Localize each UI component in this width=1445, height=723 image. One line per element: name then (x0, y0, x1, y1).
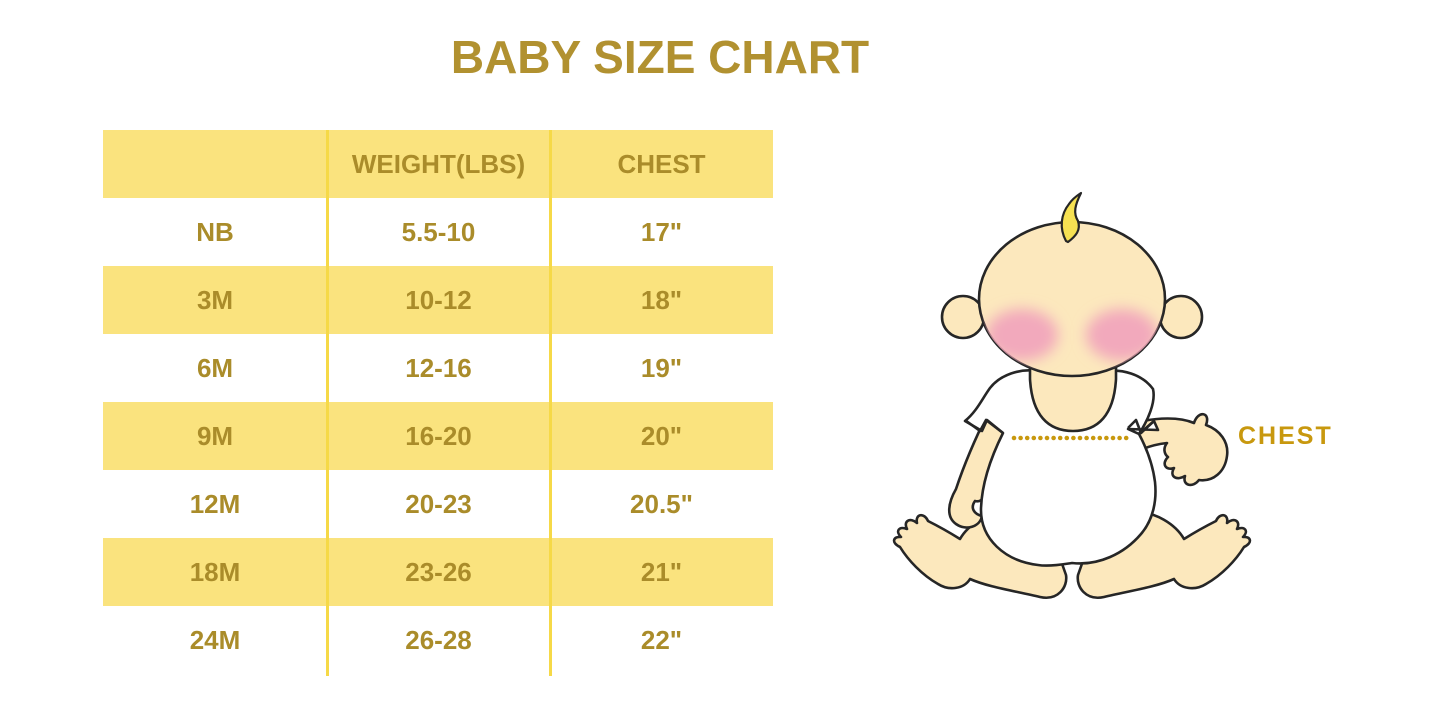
page-title: BABY SIZE CHART (450, 31, 870, 83)
ear-right-icon (1158, 294, 1204, 340)
table-row: 9M 16-20 20" (103, 402, 773, 470)
cheek-right-icon (1086, 309, 1158, 361)
cell-size: 6M (196, 352, 234, 383)
column-divider (326, 130, 329, 676)
cell-size: 24M (189, 624, 241, 655)
cell-chest: 20" (640, 420, 683, 451)
table-row: 24M 26-28 22" (103, 606, 773, 674)
cell-chest: 22" (640, 624, 683, 655)
cell-size: 12M (189, 488, 241, 519)
cell-size: 9M (196, 420, 234, 451)
cell-weight: 5.5-10 (401, 216, 476, 247)
cell-chest: 20.5" (630, 488, 693, 519)
table-header-row: WEIGHT(LBS) CHEST (103, 130, 773, 198)
cell-weight: 20-23 (405, 488, 472, 519)
arm-right-icon (1132, 412, 1229, 487)
table-row: 12M 20-23 20.5" (103, 470, 773, 538)
cell-size: NB (196, 216, 234, 247)
table-row: NB 5.5-10 17" (103, 198, 773, 266)
cell-weight: 23-26 (405, 556, 472, 587)
cell-chest: 17" (640, 216, 683, 247)
cell-chest: 18" (640, 284, 683, 315)
table-row: 6M 12-16 19" (103, 334, 773, 402)
header-cell-size (103, 130, 327, 198)
table-row: 3M 10-12 18" (103, 266, 773, 334)
header-cell-weight: WEIGHT(LBS) (351, 148, 526, 179)
chest-label: CHEST (1238, 422, 1333, 450)
cell-weight: 12-16 (405, 352, 472, 383)
cell-weight: 16-20 (405, 420, 472, 451)
table-row: 18M 23-26 21" (103, 538, 773, 606)
hair-curl-icon (1060, 191, 1083, 244)
header-cell-chest: CHEST (617, 148, 706, 179)
cell-chest: 19" (640, 352, 683, 383)
size-table: WEIGHT(LBS) CHEST NB 5.5-10 17" 3M 10-12… (103, 130, 773, 676)
cell-size: 3M (196, 284, 234, 315)
column-divider (549, 130, 552, 676)
baby-illustration (870, 183, 1330, 623)
ear-left-icon (940, 294, 986, 340)
cell-size: 18M (189, 556, 241, 587)
cell-weight: 10-12 (405, 284, 472, 315)
cheek-left-icon (986, 309, 1058, 361)
onesie-icon (963, 369, 1160, 567)
baby-sitting-icon (892, 191, 1252, 599)
cell-chest: 21" (640, 556, 683, 587)
cell-weight: 26-28 (405, 624, 472, 655)
